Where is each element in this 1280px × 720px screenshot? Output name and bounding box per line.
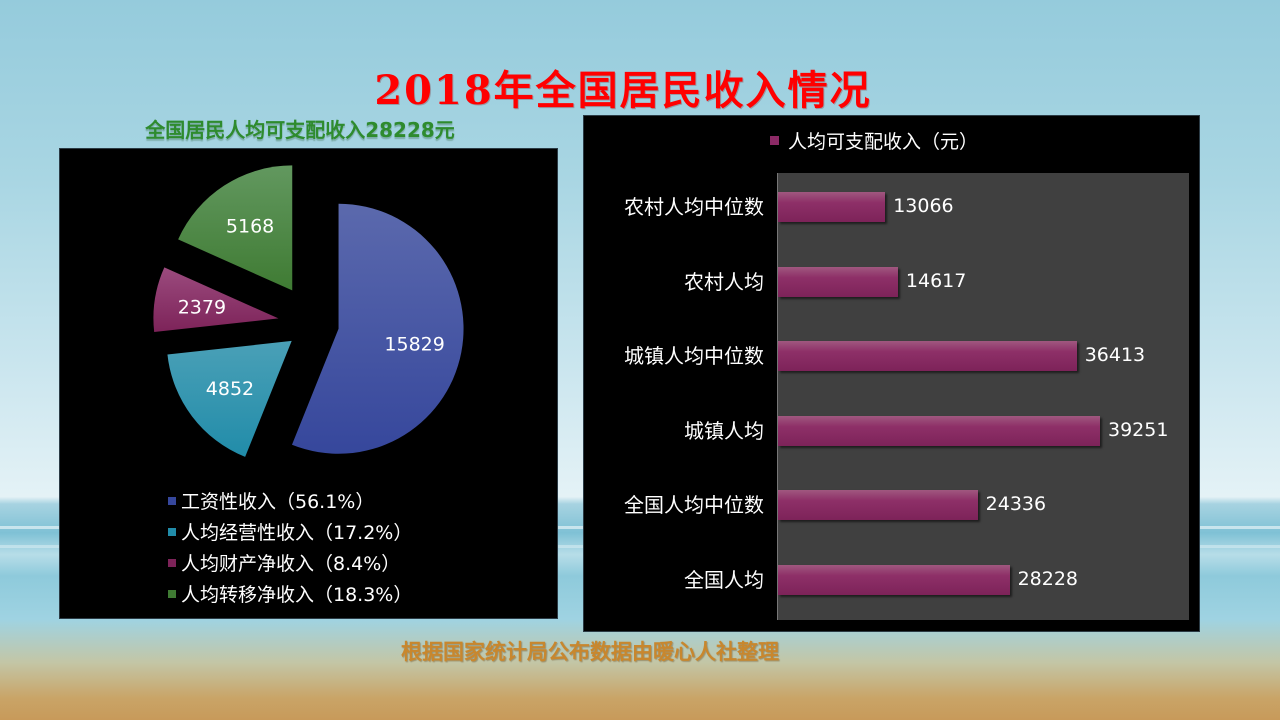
bar (778, 490, 978, 520)
bar (778, 266, 898, 297)
bar (778, 564, 1010, 595)
bar-data-label: 13066 (893, 195, 954, 217)
legend-label: 人均经营性收入（17.2%） (181, 522, 413, 544)
legend-item: 人均经营性收入（17.2%） (168, 516, 412, 547)
bar-data-label: 14617 (905, 269, 967, 292)
category-label: 城镇人均中位数 (624, 344, 764, 368)
bar-plot-area: 13066 14617 36413 39251 24336 28228 (777, 173, 1189, 620)
category-label: 农村人均中位数 (624, 195, 764, 219)
bar-data-label: 24336 (985, 493, 1047, 515)
pie-chart-panel: 15829 4852 2379 5168 工资性收入（56.1%） 人均经营性收入（1… (59, 148, 558, 619)
legend-item: 人均财产净收入（8.4%） (168, 547, 412, 578)
legend-swatch-income (770, 136, 779, 145)
source-note: 根据国家统计局公布数据由暖心人社整理 (401, 640, 779, 664)
legend-label: 工资性收入（56.1%） (181, 491, 375, 513)
bar-chart-panel: 人均可支配收入（元） 农村人均中位数农村人均城镇人均中位数城镇人均全国人均中位数… (583, 115, 1200, 632)
legend-item: 工资性收入（56.1%） (168, 485, 412, 516)
category-label: 全国人均中位数 (624, 493, 764, 517)
category-label: 城镇人均 (684, 418, 764, 443)
bar (778, 341, 1077, 371)
legend-label: 人均转移净收入（18.3%） (181, 584, 413, 606)
bar (778, 415, 1100, 446)
legend-swatch-wage (168, 496, 176, 505)
legend-swatch-transfer (168, 589, 176, 598)
pie-slice-wage (291, 203, 464, 454)
legend-label: 人均可支配收入（元） (788, 131, 979, 153)
pie-legend: 工资性收入（56.1%） 人均经营性收入（17.2%） 人均财产净收入（8.4%… (168, 485, 412, 609)
pie-data-label: 2379 (178, 296, 226, 318)
bar-data-label: 28228 (1017, 567, 1079, 590)
bar-legend: 人均可支配收入（元） (770, 127, 978, 154)
legend-swatch-business (168, 527, 176, 536)
pie-chart-title: 全国居民人均可支配收入28228元 (145, 118, 455, 142)
pie-data-label: 5168 (226, 215, 274, 237)
pie-slice-business (167, 340, 292, 457)
category-label: 农村人均 (684, 269, 764, 294)
bar (778, 192, 886, 222)
pie-chart: 15829 4852 2379 5168 (153, 165, 464, 457)
bar-data-label: 36413 (1084, 344, 1146, 366)
pie-data-label: 4852 (206, 378, 254, 400)
pie-slice-property (153, 267, 279, 333)
pie-data-label: 15829 (384, 333, 444, 355)
legend-label: 人均财产净收入（8.4%） (181, 553, 401, 575)
legend-swatch-property (168, 558, 176, 567)
category-label: 全国人均 (684, 567, 764, 592)
page-title: 2018年全国居民收入情况 (374, 67, 872, 114)
legend-item: 人均转移净收入（18.3%） (168, 578, 412, 609)
bar-data-label: 39251 (1108, 418, 1169, 441)
pie-slice-transfer (178, 165, 293, 291)
